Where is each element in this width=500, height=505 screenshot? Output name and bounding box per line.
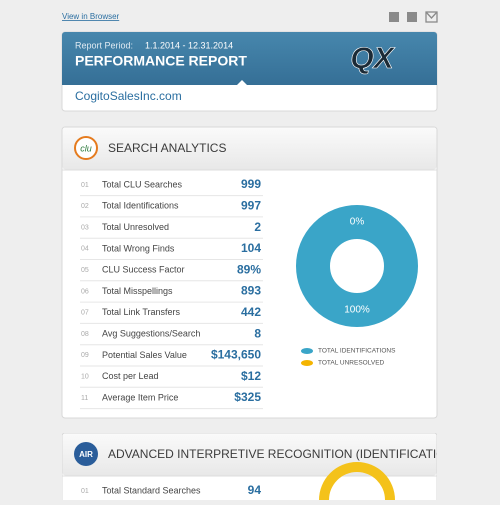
row-value: $12 (241, 369, 261, 383)
row-index: 02 (81, 203, 89, 210)
section-card: AIR ADVANCED INTERPRETIVE RECOGNITION (ID… (62, 433, 466, 500)
social-icons (389, 11, 438, 23)
row-index: 01 (81, 182, 89, 189)
section-title: ADVANCED INTERPRETIVE RECOGNITION (IDENT… (108, 447, 466, 461)
section-card: clu SEARCH ANALYTICS 01 Total CLU Searches 9… (61, 126, 438, 419)
row-value: 442 (241, 305, 261, 319)
row-label: Total Link Transfers (102, 307, 181, 317)
row-index: 05 (81, 267, 89, 274)
section-logo: clu (80, 143, 92, 153)
row-label: CLU Success Factor (102, 265, 185, 275)
email-icon[interactable] (425, 11, 438, 23)
row-index: 08 (81, 331, 89, 338)
section-logo: AIR (79, 450, 93, 459)
row-label: Total Unresolved (102, 222, 169, 232)
facebook-icon[interactable] (389, 12, 399, 22)
row-value: 104 (241, 241, 261, 255)
donut-label: 100% (344, 305, 370, 316)
row-index: 07 (81, 310, 89, 317)
row-label: Total Standard Searches (102, 485, 201, 495)
legend-swatch (301, 348, 313, 354)
row-index: 10 (81, 374, 89, 381)
row-label: Total CLU Searches (102, 179, 183, 189)
logo-ring (74, 136, 98, 160)
row-index: 11 (81, 395, 88, 402)
row-label: Avg Suggestions/Search (102, 328, 200, 338)
row-value: $325 (234, 390, 261, 404)
partial-donut (319, 462, 395, 500)
view-in-browser-link[interactable]: View in Browser (62, 12, 120, 21)
section-title: SEARCH ANALYTICS (108, 141, 226, 155)
row-index: 04 (81, 246, 89, 253)
row-label: Cost per Lead (102, 371, 159, 381)
row-value: 8 (254, 326, 261, 340)
report-period-label: Report Period: (75, 40, 133, 50)
donut-segment (296, 205, 418, 327)
report-period: 1.1.2014 - 12.31.2014 (145, 40, 233, 50)
logo: QX (350, 42, 395, 75)
row-label: Total Wrong Finds (102, 243, 175, 253)
row-value: 89% (237, 262, 261, 276)
row-index: 06 (81, 288, 89, 295)
header-band (62, 32, 437, 85)
row-value: 997 (241, 198, 261, 212)
card-header (62, 127, 437, 170)
row-index: 03 (81, 224, 89, 231)
legend-label: TOTAL UNRESOLVED (318, 360, 385, 367)
row-value: 893 (241, 284, 261, 298)
row-value: 2 (254, 220, 261, 234)
site-link[interactable]: CogitoSalesInc.com (75, 89, 182, 103)
row-index: 01 (81, 488, 89, 495)
pinterest-icon[interactable] (407, 12, 417, 22)
row-index: 09 (81, 352, 89, 359)
row-value: $143,650 (211, 348, 261, 362)
row-label: Average Item Price (102, 392, 178, 402)
row-value: 94 (248, 483, 262, 497)
donut-label: 0% (350, 217, 365, 228)
row-label: Total Misspellings (102, 286, 173, 296)
legend-swatch (301, 360, 313, 366)
logo-disc (74, 442, 98, 466)
row-value: 999 (241, 177, 261, 191)
row-label: Total Identifications (102, 201, 179, 211)
legend-label: TOTAL IDENTIFICATIONS (318, 348, 396, 355)
row-label: Potential Sales Value (102, 350, 187, 360)
card (61, 126, 438, 419)
report-title: PERFORMANCE REPORT (75, 53, 247, 69)
